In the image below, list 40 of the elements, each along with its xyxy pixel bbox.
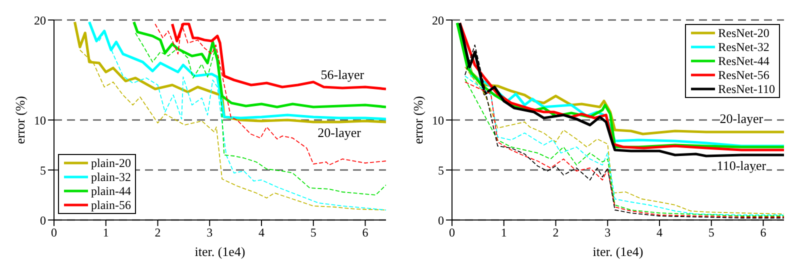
annotation: 110-layer bbox=[716, 158, 767, 173]
legend-label: plain-20 bbox=[91, 156, 131, 170]
x-axis-title: iter. (1e4) bbox=[592, 244, 644, 259]
legend-label: ResNet-110 bbox=[718, 82, 775, 96]
y-tick-label: 5 bbox=[40, 163, 46, 178]
y-tick-label: 20 bbox=[432, 13, 444, 28]
y-tick-label: 5 bbox=[438, 163, 444, 178]
annotation: 20-layer bbox=[720, 110, 764, 126]
x-tick-label: 0 bbox=[51, 226, 57, 240]
x-tick-label: 4 bbox=[656, 226, 662, 240]
x-tick-label: 4 bbox=[258, 226, 264, 240]
x-tick-label: 1 bbox=[102, 226, 109, 240]
x-tick-label: 2 bbox=[154, 226, 161, 240]
legend-label: ResNet-56 bbox=[718, 68, 770, 82]
y-tick-label: 20 bbox=[34, 13, 46, 28]
annotation: 20-layer bbox=[318, 124, 362, 140]
x-tick-label: 2 bbox=[552, 226, 559, 240]
x-tick-label: 6 bbox=[362, 226, 368, 240]
x-tick-label: 5 bbox=[708, 226, 714, 240]
x-tick-label: 5 bbox=[310, 226, 316, 240]
x-tick-label: 0 bbox=[449, 226, 455, 240]
y-tick-label: 10 bbox=[34, 113, 46, 128]
annotation: 56-layer bbox=[320, 66, 365, 82]
x-tick-label: 6 bbox=[760, 226, 766, 240]
x-tick-label: 1 bbox=[500, 226, 507, 240]
x-tick-label: 3 bbox=[206, 226, 213, 240]
legend-label: ResNet-32 bbox=[718, 40, 770, 54]
y-tick-label: 0 bbox=[40, 213, 46, 228]
y-tick-label: 10 bbox=[432, 113, 444, 128]
legend-label: plain-32 bbox=[91, 170, 131, 184]
x-axis-title: iter. (1e4) bbox=[194, 244, 246, 259]
y-tick-label: 0 bbox=[438, 213, 444, 228]
line-series bbox=[154, 24, 386, 166]
y-axis-title: error (%) bbox=[12, 96, 28, 144]
legend-label: ResNet-44 bbox=[718, 54, 770, 68]
legend-label: ResNet-20 bbox=[718, 26, 770, 40]
y-axis-title: error (%) bbox=[410, 96, 426, 144]
x-tick-label: 3 bbox=[604, 226, 611, 240]
legend-label: plain-44 bbox=[91, 184, 131, 198]
legend-label: plain-56 bbox=[91, 198, 131, 212]
